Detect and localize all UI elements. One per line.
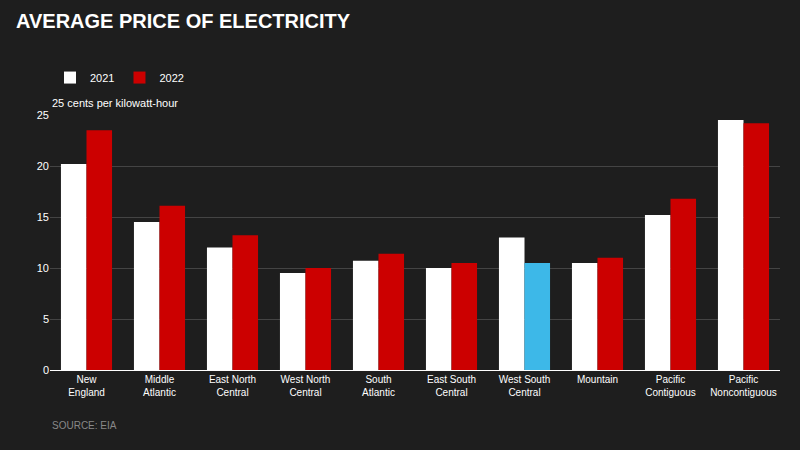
svg-text:West SouthCentral: West SouthCentral (499, 374, 551, 398)
svg-text:NewEngland: NewEngland (68, 374, 105, 398)
svg-text:PacificNoncontiguous: PacificNoncontiguous (710, 374, 777, 398)
svg-text:East SouthCentral: East SouthCentral (427, 374, 476, 398)
svg-text:20: 20 (37, 160, 49, 172)
svg-text:0: 0 (43, 364, 49, 376)
svg-text:West NorthCentral: West NorthCentral (281, 374, 331, 398)
svg-text:MiddleAtlantic: MiddleAtlantic (143, 374, 176, 398)
svg-text:SouthAtlantic: SouthAtlantic (362, 374, 395, 398)
svg-text:PacificContiguous: PacificContiguous (645, 374, 696, 398)
svg-text:2022: 2022 (159, 72, 183, 84)
svg-text:10: 10 (37, 262, 49, 274)
svg-text:5: 5 (43, 313, 49, 325)
svg-text:2021: 2021 (90, 72, 114, 84)
svg-text:15: 15 (37, 211, 49, 223)
svg-text:SOURCE: EIA: SOURCE: EIA (52, 420, 117, 431)
svg-text:25 cents per kilowatt-hour: 25 cents per kilowatt-hour (52, 97, 178, 109)
svg-text:Mountain: Mountain (577, 374, 618, 385)
svg-text:AVERAGE PRICE OF ELECTRICITY: AVERAGE PRICE OF ELECTRICITY (16, 10, 351, 32)
svg-text:East NorthCentral: East NorthCentral (209, 374, 256, 398)
svg-text:25: 25 (37, 109, 49, 121)
